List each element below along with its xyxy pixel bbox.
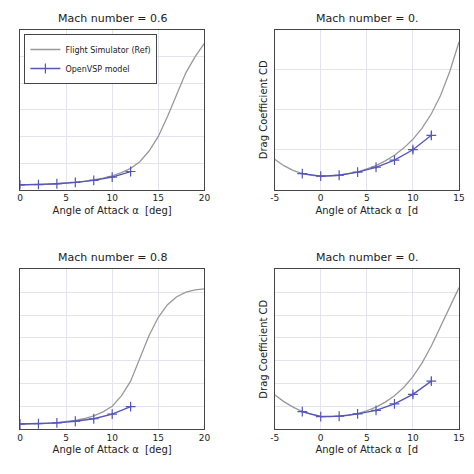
svg-text:5: 5 bbox=[364, 193, 370, 203]
svg-text:20: 20 bbox=[199, 193, 211, 203]
svg-text:Drag Coefficient CD: Drag Coefficient CD bbox=[258, 299, 269, 398]
svg-text:5: 5 bbox=[63, 433, 69, 443]
svg-text:20: 20 bbox=[199, 433, 211, 443]
svg-text:15: 15 bbox=[453, 433, 464, 443]
svg-text:15: 15 bbox=[153, 433, 164, 443]
svg-text:Flight Simulator (Ref): Flight Simulator (Ref) bbox=[65, 46, 150, 55]
svg-text:0: 0 bbox=[17, 433, 23, 443]
svg-text:-5: -5 bbox=[270, 433, 279, 443]
svg-text:0: 0 bbox=[318, 193, 324, 203]
svg-text:0: 0 bbox=[17, 193, 23, 203]
svg-text:Mach number = 0.8: Mach number = 0.8 bbox=[58, 251, 167, 264]
svg-text:10: 10 bbox=[407, 433, 419, 443]
svg-text:Mach number = 0.6: Mach number = 0.6 bbox=[58, 12, 167, 25]
svg-text:Mach number = 0.: Mach number = 0. bbox=[316, 12, 418, 25]
svg-text:5: 5 bbox=[364, 433, 370, 443]
svg-text:OpenVSP model: OpenVSP model bbox=[65, 65, 129, 74]
svg-text:0: 0 bbox=[318, 433, 324, 443]
svg-text:Angle of Attack α [deg]: Angle of Attack α [deg] bbox=[53, 444, 172, 455]
svg-text:Angle of Attack α [d: Angle of Attack α [d bbox=[315, 444, 418, 455]
svg-text:Mach number = 0.: Mach number = 0. bbox=[316, 251, 418, 264]
svg-text:Angle of Attack α [deg]: Angle of Attack α [deg] bbox=[53, 205, 172, 216]
svg-text:10: 10 bbox=[106, 433, 118, 443]
svg-text:Drag Coefficient CD: Drag Coefficient CD bbox=[258, 60, 269, 159]
svg-text:15: 15 bbox=[153, 193, 164, 203]
svg-text:-5: -5 bbox=[270, 193, 279, 203]
svg-text:10: 10 bbox=[106, 193, 118, 203]
svg-text:5: 5 bbox=[63, 193, 69, 203]
svg-text:10: 10 bbox=[407, 193, 419, 203]
svg-text:15: 15 bbox=[453, 193, 464, 203]
svg-text:Angle of Attack α [d: Angle of Attack α [d bbox=[315, 205, 418, 216]
